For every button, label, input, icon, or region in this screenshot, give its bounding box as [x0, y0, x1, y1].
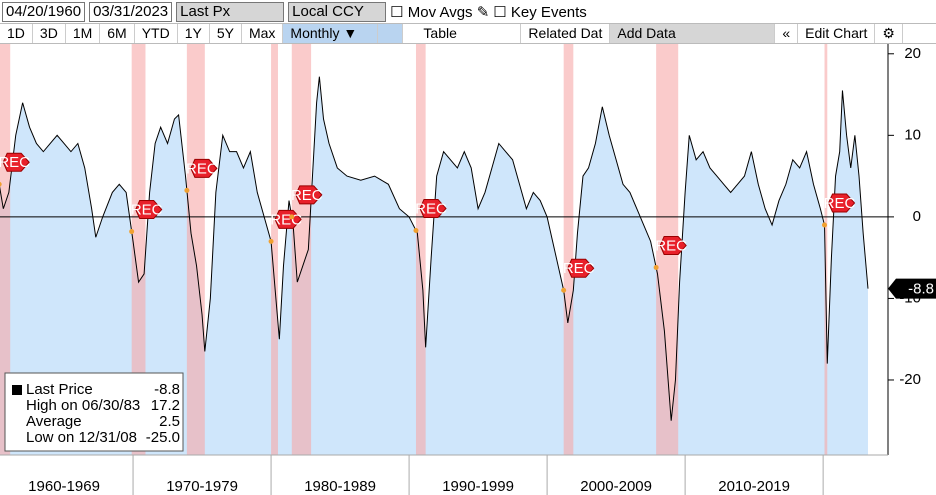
edit-chart[interactable]: Edit Chart	[798, 24, 876, 43]
range-button[interactable]: Max	[242, 24, 284, 43]
legend-label: Low on 12/31/08	[26, 429, 137, 446]
range-button[interactable]: 6M	[100, 24, 135, 43]
event-dot	[268, 238, 274, 244]
last-tag	[888, 278, 936, 299]
event-tag: REC	[291, 185, 323, 205]
event-tag-shape	[2, 152, 30, 172]
area	[0, 76, 868, 455]
event-tag: REC	[186, 158, 218, 178]
legend-value: -25.0	[146, 429, 180, 446]
event-tag-label: REC	[0, 154, 30, 171]
range-button[interactable]: 1Y	[178, 24, 210, 43]
ranges: 1D 3D 1M 6M YTD 1Y 5Y Max	[0, 24, 284, 43]
legend-value: 17.2	[151, 397, 180, 414]
recession-band	[291, 44, 312, 455]
table[interactable]: Table	[403, 24, 522, 43]
event-tag-shape	[135, 200, 163, 220]
event-tag: REC	[563, 258, 595, 278]
x-axis-bg	[0, 455, 888, 495]
range-button[interactable]: 1M	[66, 24, 101, 43]
recession-band	[186, 44, 205, 455]
y-tick-label: 0	[913, 208, 921, 225]
related[interactable]: Related Dat	[521, 24, 611, 43]
event-tag: REC	[655, 235, 687, 255]
mov-avgs-label: Mov Avgs	[407, 4, 473, 21]
event-tag-label: REC	[824, 195, 856, 212]
event-tag-label: REC	[415, 200, 447, 217]
event-dot	[653, 264, 659, 270]
x-tick-label: 1990-1999	[442, 478, 514, 495]
recession-band	[131, 44, 146, 455]
event-dot	[0, 181, 2, 187]
frequency[interactable]: Monthly ▼	[283, 24, 379, 43]
event-tag-shape	[827, 193, 856, 213]
event-tag: REC	[415, 198, 447, 218]
x-tick-label: 1970-1979	[166, 478, 238, 495]
x-tick-label: 2000-2009	[580, 478, 652, 495]
y-tick-label: -20	[899, 371, 921, 388]
event-tag-label: REC	[655, 237, 687, 254]
toolbar: 04/20/1960 03/31/2023 Last Px Local CCY …	[0, 2, 936, 22]
mov-avgs[interactable]: ☐ Mov Avgs ✎	[390, 4, 490, 21]
event-tag-label: REC	[131, 202, 163, 219]
end-date[interactable]: 03/31/2023	[89, 2, 173, 22]
legend-label: High on 06/30/83	[26, 397, 140, 414]
range-button[interactable]: 5Y	[210, 24, 242, 43]
range-button[interactable]: 3D	[33, 24, 66, 43]
key-events[interactable]: ☐ Key Events	[493, 4, 587, 21]
recession-band	[0, 44, 11, 455]
add-data[interactable]: Add Data	[610, 24, 776, 43]
range-button[interactable]: 1D	[0, 24, 33, 43]
event-tag: REC	[131, 200, 163, 220]
event-tag: REC	[0, 152, 30, 172]
price-line	[0, 76, 869, 421]
last-tag-label: -8.8	[908, 281, 934, 298]
event-dot	[184, 187, 190, 193]
event-dot	[289, 214, 295, 220]
event-tag-label: REC	[270, 211, 302, 228]
recession-band	[415, 44, 426, 455]
event-tag-label: REC	[563, 260, 595, 277]
recession-band	[563, 44, 574, 455]
event-dot	[413, 227, 419, 233]
event-tag-shape	[190, 158, 218, 178]
range-bar: 1D 3D 1M 6M YTD 1Y 5Y Max Monthly ▼ Table Relat…	[0, 23, 936, 44]
event-dot	[561, 287, 567, 293]
event-tag: REC	[824, 193, 856, 213]
y-tick-label: 20	[904, 45, 921, 62]
recession-band	[824, 44, 828, 455]
settings[interactable]: ⚙	[875, 24, 903, 43]
event-tag-shape	[274, 209, 302, 229]
event-tag-shape	[567, 258, 595, 278]
event-tag-shape	[419, 198, 447, 218]
range-button[interactable]: YTD	[135, 24, 178, 43]
event-tag-shape	[295, 185, 323, 205]
key-events-label: Key Events	[510, 4, 587, 21]
legend-swatch	[12, 385, 22, 395]
legend-box	[4, 372, 184, 452]
legend-label: Average	[26, 413, 82, 430]
event-tag: REC	[270, 209, 302, 229]
currency[interactable]: Local CCY	[288, 2, 387, 22]
blank[interactable]	[378, 24, 404, 43]
collapse[interactable]: «	[775, 24, 799, 43]
field[interactable]: Last Px	[176, 2, 285, 22]
legend-value: -8.8	[154, 381, 180, 398]
legend-label: Last Price	[26, 381, 93, 398]
legend-value: 2.5	[159, 413, 180, 430]
x-tick-label: 1960-1969	[28, 478, 100, 495]
event-tag-label: REC	[291, 187, 323, 204]
event-dot	[129, 229, 135, 235]
event-dot	[822, 222, 828, 228]
x-tick-label: 1980-1989	[304, 478, 376, 495]
y-tick-label: 10	[904, 126, 921, 143]
recession-band	[271, 44, 278, 455]
event-tag-label: REC	[186, 160, 218, 177]
event-tag-shape	[659, 235, 687, 255]
x-tick-label: 2010-2019	[718, 478, 790, 495]
start-date[interactable]: 04/20/1960	[2, 2, 86, 22]
